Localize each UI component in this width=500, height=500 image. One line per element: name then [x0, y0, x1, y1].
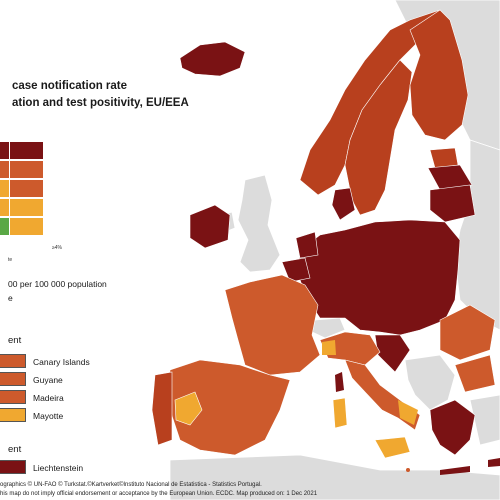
map-title: case notification rate — [12, 80, 128, 92]
label-liechtenstein: Liechtenstein — [33, 463, 84, 473]
denmark — [331, 187, 356, 221]
swatch-mayotte — [0, 408, 26, 422]
netherlands — [295, 231, 319, 259]
legend-cell — [9, 160, 44, 179]
swatch-canary — [0, 354, 26, 368]
legend-cell — [9, 198, 44, 217]
portugal — [151, 371, 173, 446]
central-europe — [297, 219, 461, 336]
swatch-liechtenstein — [0, 460, 26, 474]
balkans-non-eu — [404, 354, 456, 411]
legend-axis-label: ≥4% — [52, 245, 62, 251]
sweden — [344, 59, 413, 216]
swatch-guyane — [0, 372, 26, 386]
legend-cell — [9, 141, 44, 160]
iceland — [179, 41, 246, 77]
non-eu-land — [169, 0, 500, 500]
ireland — [189, 204, 231, 249]
sicily — [374, 436, 411, 459]
label-guyane: Guyane — [33, 375, 63, 385]
label-canary: Canary Islands — [33, 357, 90, 367]
legend-cell — [9, 179, 44, 198]
france — [224, 274, 321, 376]
legend-x-caption: te — [8, 257, 13, 263]
swatch-madeira — [0, 390, 26, 404]
belgium — [281, 257, 311, 283]
label-madeira: Madeira — [33, 393, 64, 403]
north-africa — [169, 454, 500, 500]
lithuania — [429, 184, 476, 223]
greece — [429, 399, 476, 456]
bulgaria — [454, 354, 496, 393]
label-mayotte: Mayotte — [33, 411, 64, 421]
italy-yellow-south — [398, 400, 418, 425]
latvia — [427, 164, 473, 191]
crete — [440, 466, 470, 475]
footer-credits: ographics © UN-FAO © Turkstat.©Kartverke… — [0, 482, 262, 488]
corsica — [335, 372, 344, 392]
cyprus — [488, 458, 500, 467]
small-countries-heading: ent — [8, 444, 22, 455]
italy-yellow-north — [322, 340, 336, 355]
spain-madrid-region — [174, 391, 203, 426]
outermost-heading: ent — [8, 335, 22, 346]
spain — [169, 359, 291, 456]
estonia — [429, 147, 459, 169]
legend-cell — [9, 217, 44, 236]
croatia — [374, 334, 411, 373]
great-britain — [237, 174, 281, 273]
rate-caption: 00 per 100 000 population — [8, 279, 107, 289]
romania — [439, 304, 496, 361]
footer-disclaimer: his map do not imply official endorsemen… — [0, 491, 318, 497]
rate-caption-2: e — [8, 293, 13, 303]
map-subtitle: ation and test positivity, EU/EEA — [12, 97, 189, 109]
finland — [409, 9, 469, 141]
turkey-region — [469, 394, 500, 446]
malta — [406, 468, 410, 472]
sardinia — [332, 397, 348, 429]
